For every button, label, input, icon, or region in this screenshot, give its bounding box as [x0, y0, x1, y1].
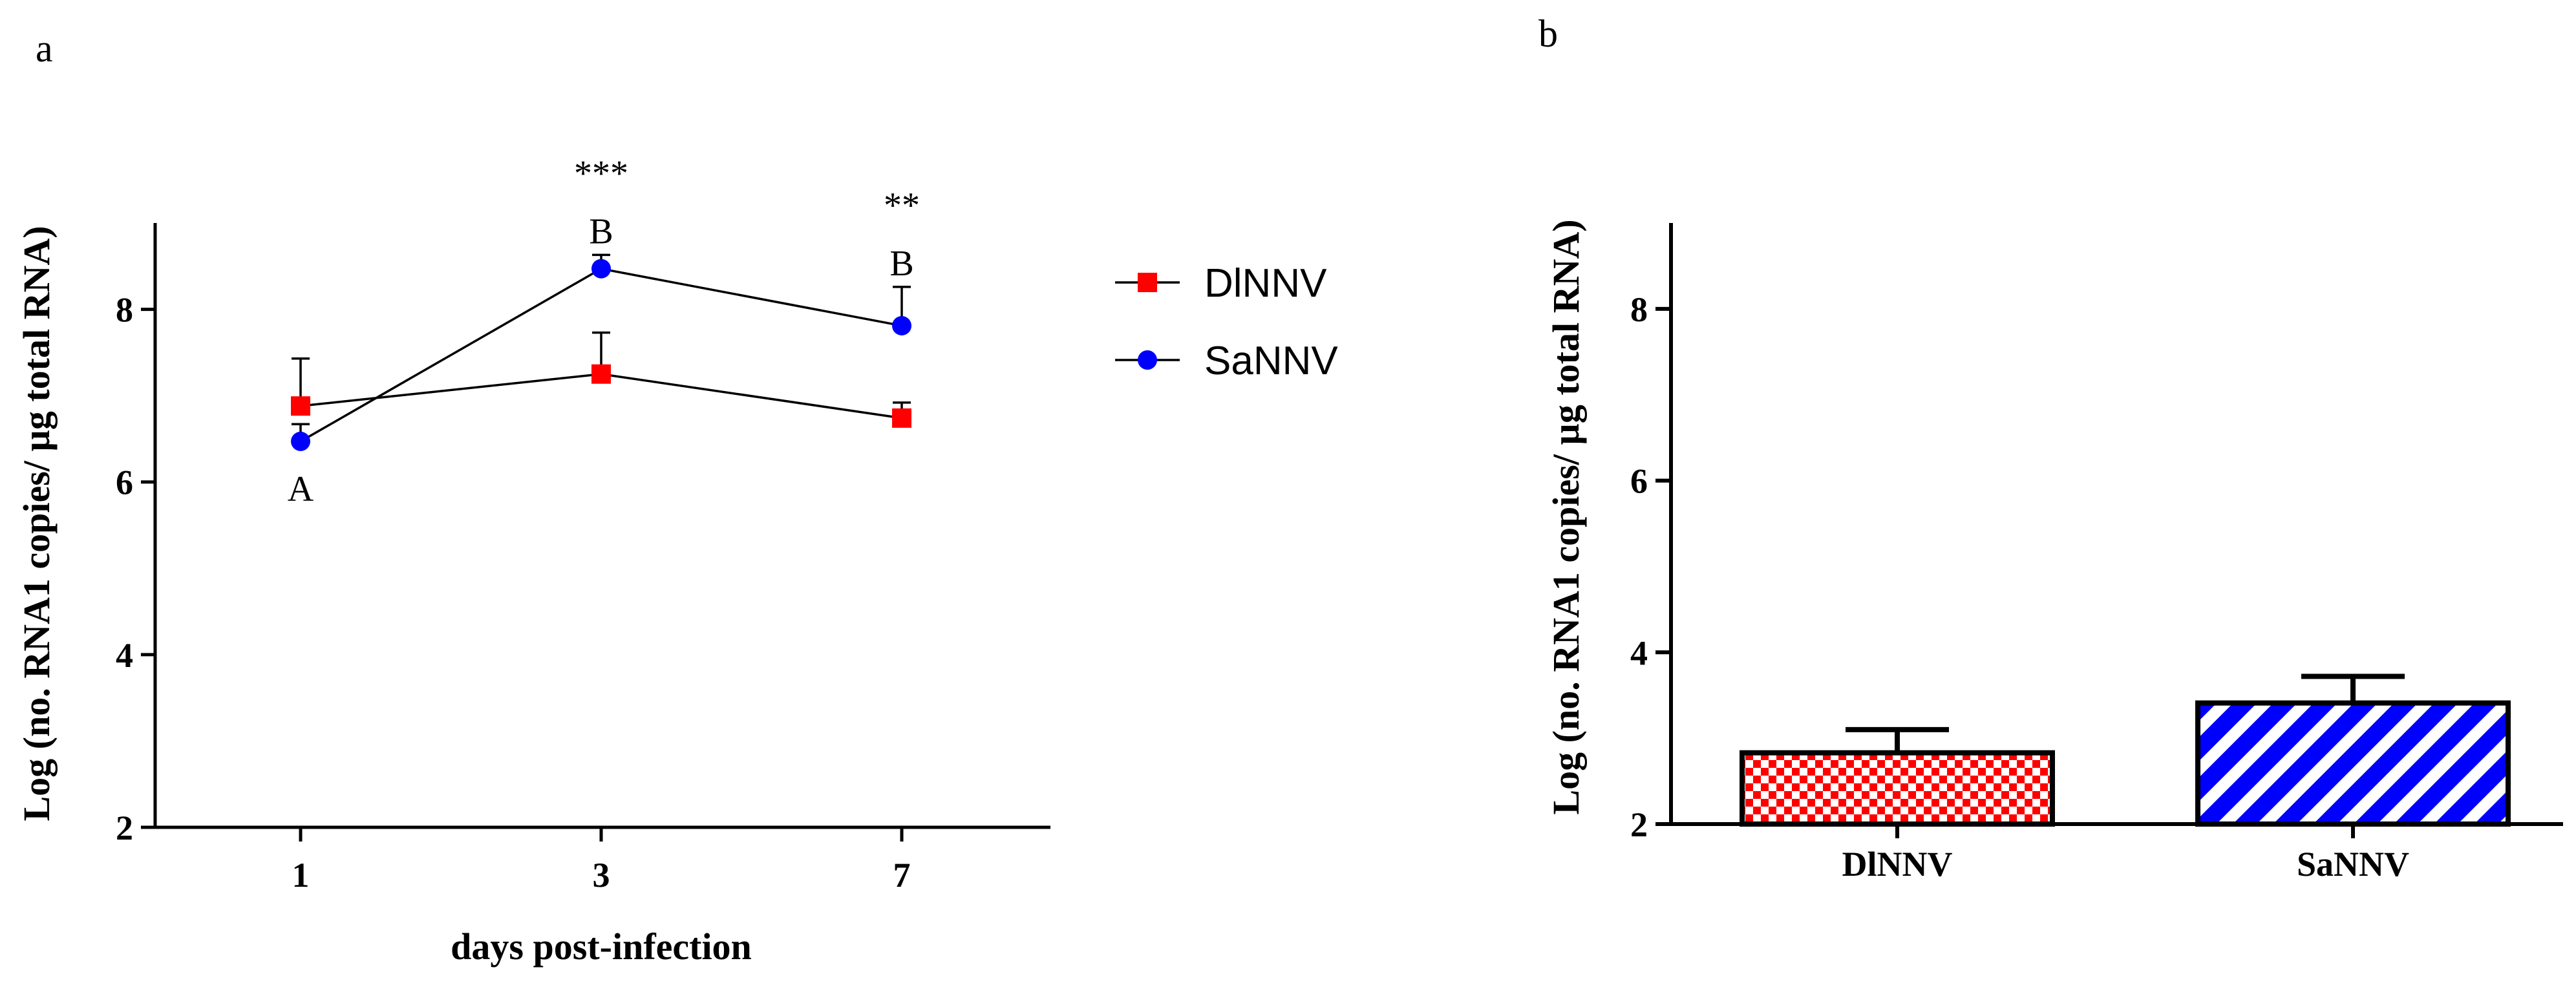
- panel-b-y-tick-label: 2: [1630, 805, 1648, 844]
- panel-b: b Log (no. RNA1 copies/ µg total RNA) 2 4…: [1538, 12, 2563, 884]
- panel-a-point-DlNNV: [291, 396, 310, 416]
- panel-a-y-tick-label: 2: [116, 809, 133, 847]
- panel-a-significance-stars: ***: [574, 153, 628, 193]
- panel-b-label: b: [1538, 12, 1558, 55]
- panel-a-point-SaNNV: [291, 431, 310, 451]
- panel-a-legend-marker: [1138, 273, 1157, 292]
- panel-a-point-SaNNV: [591, 259, 611, 279]
- panel-a-legend-label: DlNNV: [1204, 261, 1327, 306]
- panel-a-y-tick-label: 8: [116, 291, 133, 330]
- panel-a-y-axis-title: Log (no. RNA1 copies/ µg total RNA): [16, 226, 58, 821]
- panel-b-bar-DlNNV: [1740, 750, 2055, 827]
- panel-b-x-tick-label: SaNNV: [2297, 845, 2409, 884]
- panel-a-legend-label: SaNNV: [1204, 339, 1338, 383]
- panel-a-label: a: [36, 27, 53, 70]
- panel-a-x-axis-title: days post-infection: [451, 926, 752, 968]
- panel-a-group-letter: A: [288, 469, 314, 509]
- panel-a-point-DlNNV: [892, 408, 911, 428]
- panel-a-annotations: A B *** B **: [288, 153, 920, 509]
- panel-b-bars: [1740, 673, 2511, 827]
- panel-a-legend-marker: [1138, 350, 1157, 370]
- panel-b-bar-SaNNV: [2195, 700, 2511, 827]
- panel-a-point-DlNNV: [591, 364, 611, 384]
- panel-a: a Log (no. RNA1 copies/ µg total RNA) da…: [16, 27, 1338, 968]
- panel-a-y-tick-label: 4: [116, 636, 133, 675]
- panel-b-y-tick-label: 8: [1630, 290, 1648, 329]
- panel-a-x-tick-label: 3: [593, 856, 610, 895]
- panel-a-group-letter: B: [589, 211, 613, 251]
- panel-b-x-tick-label: DlNNV: [1842, 845, 1953, 884]
- panel-b-y-axis-title: Log (no. RNA1 copies/ µg total RNA): [1545, 219, 1587, 814]
- panel-a-significance-stars: **: [884, 185, 920, 226]
- panel-a-axes: 2 4 6 8 1 3 7: [116, 223, 1050, 895]
- panel-a-y-tick-label: 6: [116, 463, 133, 502]
- panel-a-series: [291, 253, 911, 451]
- panel-a-x-tick-label: 7: [893, 856, 911, 895]
- panel-a-point-SaNNV: [892, 315, 911, 335]
- panel-a-x-tick-label: 1: [292, 856, 310, 895]
- panel-a-group-letter: B: [889, 244, 913, 284]
- panel-a-legend: DlNNV SaNNV: [1115, 261, 1338, 383]
- panel-b-y-tick-label: 4: [1630, 633, 1648, 672]
- panel-b-y-tick-label: 6: [1630, 462, 1648, 501]
